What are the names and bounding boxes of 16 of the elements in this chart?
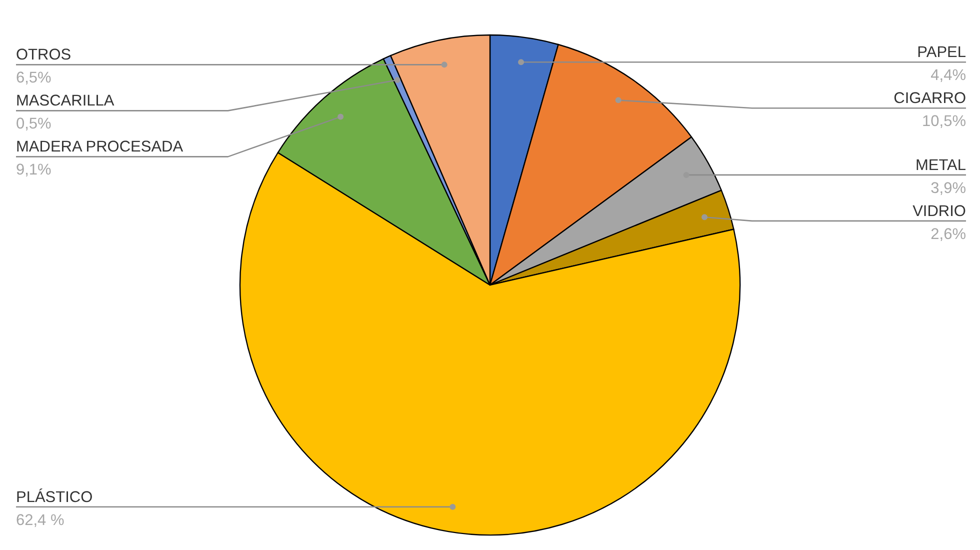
slice-label: MASCARILLA [16, 92, 115, 110]
data-label: 0,5% [16, 116, 52, 133]
data-label: 9,1% [16, 162, 52, 179]
slice-label: PAPEL [917, 44, 966, 62]
data-label: 2,6% [930, 226, 966, 243]
slice-label: MADERA PROCESADA [16, 138, 184, 156]
slice-label: OTROS [16, 46, 72, 64]
data-label: 4,4% [930, 67, 966, 84]
slice-label: CIGARRO [894, 90, 966, 108]
data-label: 10,5% [922, 113, 966, 130]
data-label: 62,4 % [16, 512, 64, 529]
data-label: 3,9% [930, 180, 966, 197]
data-label: 6,5% [16, 70, 52, 87]
slice-label: METAL [915, 156, 966, 174]
slice-label: PLÁSTICO [16, 488, 93, 506]
slice-label: VIDRIO [912, 202, 966, 220]
